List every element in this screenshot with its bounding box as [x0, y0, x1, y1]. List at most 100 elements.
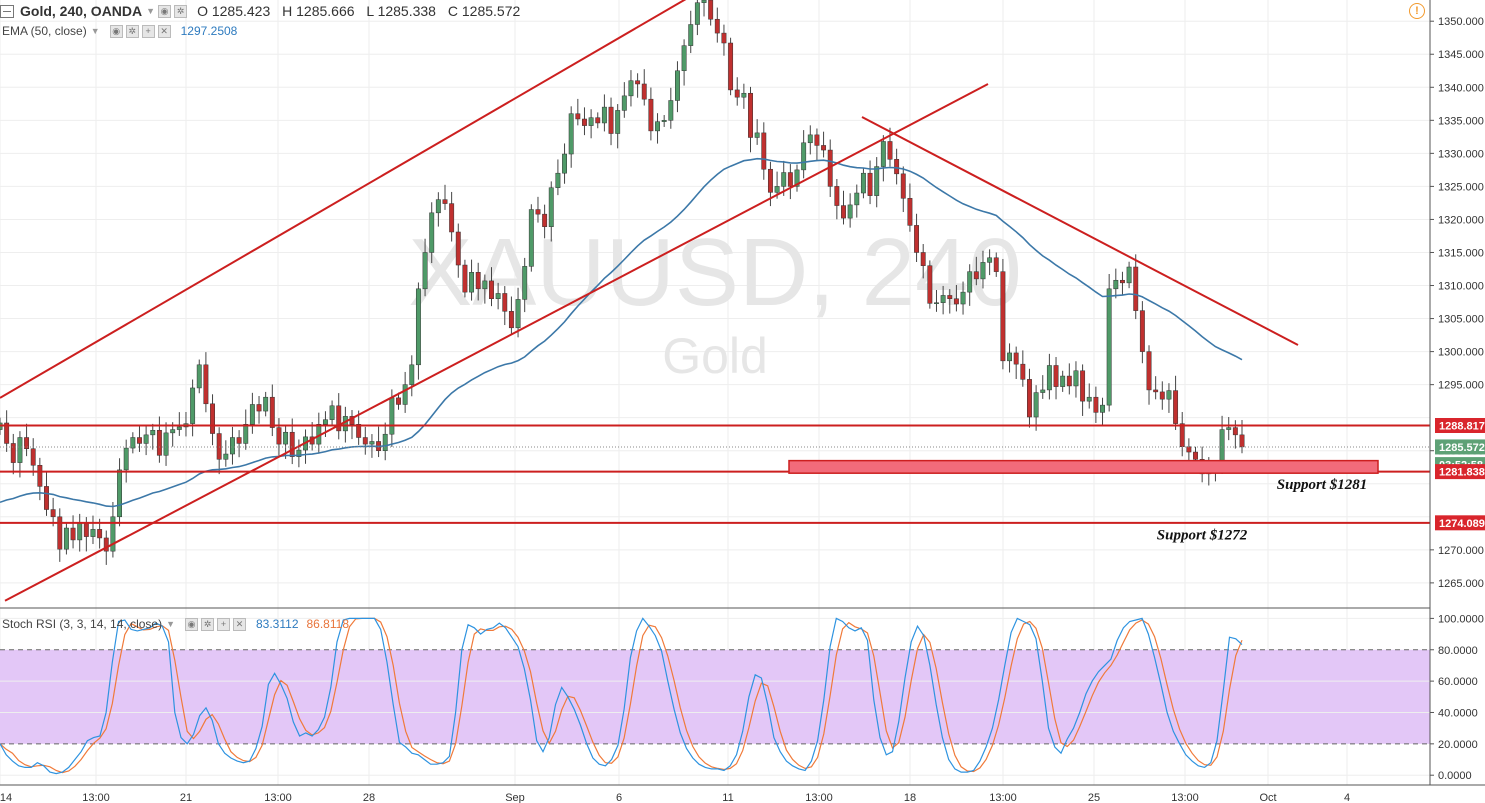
- price-label-box: [1435, 515, 1485, 531]
- candle-body: [794, 169, 800, 187]
- chevron-down-icon[interactable]: ▼: [90, 26, 100, 36]
- time-tick-label: 14: [0, 792, 12, 803]
- candle-body: [4, 422, 10, 444]
- candle-body: [940, 295, 946, 303]
- low-value: L 1285.338: [366, 3, 436, 19]
- candle-body: [947, 295, 953, 299]
- time-tick-label: 4: [1344, 792, 1350, 803]
- candle-body: [1193, 451, 1198, 460]
- candle-body: [880, 141, 886, 167]
- candle-body: [77, 523, 83, 541]
- candle-body: [143, 434, 149, 444]
- stoch-tick-label: 60.0000: [1438, 676, 1478, 688]
- stoch-label[interactable]: Stoch RSI (3, 3, 14, 14, close): [2, 617, 163, 631]
- menu-icon[interactable]: [0, 4, 14, 18]
- price-label: 1285.572: [1439, 442, 1485, 454]
- trend-line: [4, 83, 989, 602]
- price-tick-label: 1315.000: [1438, 247, 1484, 259]
- close-icon[interactable]: ✕: [157, 24, 171, 38]
- candle-body: [336, 405, 342, 432]
- candle-body: [462, 264, 468, 293]
- candle-body: [661, 120, 667, 122]
- eye-icon[interactable]: ◉: [158, 4, 172, 18]
- candle-body: [1232, 427, 1238, 436]
- candle-body: [196, 364, 202, 389]
- time-tick-label: 13:00: [989, 792, 1017, 803]
- price-tick-label: 1270.000: [1438, 545, 1484, 557]
- candle-body: [675, 70, 680, 101]
- candle-body: [1093, 396, 1099, 413]
- candle-body: [117, 469, 123, 518]
- candle-body: [90, 529, 96, 537]
- candle-body: [927, 265, 933, 304]
- candle-body: [694, 2, 700, 25]
- close-icon[interactable]: ✕: [233, 617, 246, 631]
- gear-icon[interactable]: ✲: [201, 617, 214, 631]
- candle-body: [382, 433, 388, 451]
- candle-body: [801, 142, 807, 171]
- candle-body: [555, 172, 561, 188]
- candle-body: [628, 80, 634, 97]
- candle-body: [701, 0, 707, 3]
- candle-body: [10, 443, 16, 463]
- symbol-title[interactable]: Gold, 240, OANDA: [20, 3, 143, 19]
- candle-body: [867, 172, 873, 196]
- candle-body: [249, 404, 255, 425]
- candle-body: [24, 437, 30, 449]
- candle-body: [575, 113, 581, 120]
- candle-body: [203, 364, 209, 405]
- chevron-down-icon[interactable]: ▼: [146, 6, 156, 16]
- high-value: H 1285.666: [282, 3, 355, 19]
- candle-body: [283, 431, 289, 445]
- gear-icon[interactable]: ✲: [125, 24, 139, 38]
- stoch-tick-label: 0.0000: [1438, 770, 1472, 782]
- candle-body: [123, 447, 129, 471]
- candle-body: [708, 0, 714, 20]
- candle-body: [97, 529, 103, 539]
- support-zone: [788, 459, 1379, 474]
- candle-body: [542, 213, 548, 227]
- ema-label[interactable]: EMA (50, close): [2, 24, 87, 38]
- candle-body: [588, 117, 594, 126]
- price-tick-label: 1325.000: [1438, 181, 1484, 193]
- candle-body: [83, 523, 89, 537]
- time-tick-label: 25: [1088, 792, 1100, 803]
- time-tick-label: 13:00: [805, 792, 833, 803]
- candle-body: [973, 271, 979, 280]
- candle-body: [50, 509, 56, 518]
- candle-body: [601, 106, 607, 124]
- candle-body: [449, 203, 455, 233]
- candle-body: [170, 429, 176, 434]
- candle-body: [953, 298, 959, 305]
- add-icon[interactable]: +: [141, 24, 155, 38]
- candle-body: [1106, 288, 1112, 406]
- candle-body: [1186, 446, 1192, 453]
- candle-body: [389, 397, 395, 435]
- add-icon[interactable]: +: [217, 617, 230, 631]
- gear-icon[interactable]: ✲: [174, 4, 188, 18]
- watermark-symbol: XAUUSD, 240: [408, 219, 1022, 326]
- price-tick-label: 1350.000: [1438, 16, 1484, 28]
- candle-body: [515, 299, 521, 329]
- price-label: 1274.089: [1439, 518, 1485, 530]
- price-tick-label: 1310.000: [1438, 281, 1484, 293]
- candle-body: [900, 173, 906, 199]
- candle-body: [668, 100, 674, 121]
- candle-body: [1086, 396, 1092, 402]
- candle-body: [369, 441, 375, 445]
- warning-icon[interactable]: !: [1409, 3, 1425, 19]
- candle-body: [1033, 392, 1039, 418]
- price-tick-label: 1320.000: [1438, 214, 1484, 226]
- time-tick-label: 11: [722, 792, 733, 803]
- candle-body: [223, 453, 229, 460]
- stoch-k-line: [0, 617, 1243, 775]
- candle-body: [469, 272, 475, 293]
- candle-body: [1139, 310, 1145, 352]
- candle-body: [130, 437, 136, 449]
- price-tick-label: 1335.000: [1438, 115, 1484, 127]
- eye-icon[interactable]: ◉: [109, 24, 123, 38]
- eye-icon[interactable]: ◉: [185, 617, 198, 631]
- chevron-down-icon[interactable]: ▼: [166, 619, 175, 629]
- candle-body: [754, 132, 760, 138]
